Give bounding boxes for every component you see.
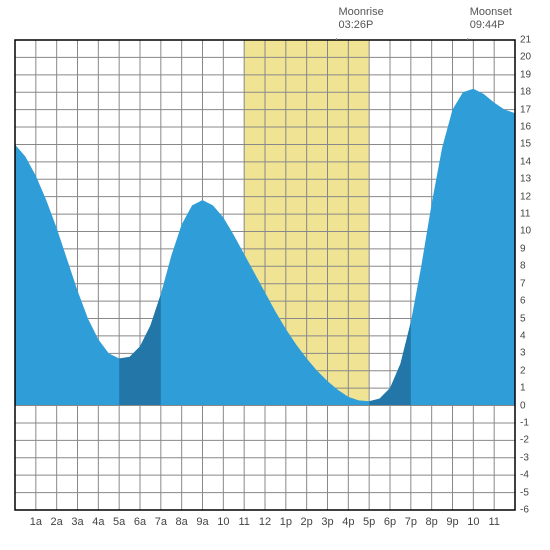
x-tick: 2p bbox=[301, 516, 313, 528]
x-tick: 1a bbox=[30, 516, 42, 528]
moonset-label: Moonset bbox=[470, 6, 512, 19]
y-tick: 15 bbox=[520, 139, 531, 150]
y-tick: 8 bbox=[520, 261, 526, 272]
y-tick: 21 bbox=[520, 35, 531, 46]
y-tick: 14 bbox=[520, 156, 531, 167]
tide-chart: Moonrise 03:26P Moonset 09:44P 1a 2a 3a 4a 5… bbox=[0, 0, 550, 550]
y-tick: -5 bbox=[520, 487, 529, 498]
moonset-time: 09:44P bbox=[470, 19, 512, 32]
x-tick: 8p bbox=[426, 516, 438, 528]
x-tick: 4a bbox=[92, 516, 104, 528]
moonrise-annotation: Moonrise 03:26P bbox=[338, 6, 383, 32]
x-tick: 11 bbox=[488, 516, 499, 528]
y-tick: 17 bbox=[520, 104, 531, 115]
x-tick: 10 bbox=[467, 516, 479, 528]
x-tick: 2a bbox=[51, 516, 63, 528]
y-tick: 13 bbox=[520, 174, 531, 185]
x-tick: 3p bbox=[321, 516, 333, 528]
x-tick: 1p bbox=[280, 516, 292, 528]
y-tick: -1 bbox=[520, 417, 529, 428]
y-tick: 12 bbox=[520, 191, 531, 202]
y-tick: 19 bbox=[520, 69, 531, 80]
y-tick: 0 bbox=[520, 400, 526, 411]
y-tick: -2 bbox=[520, 435, 529, 446]
x-tick: 4p bbox=[342, 516, 354, 528]
x-tick: 3a bbox=[71, 516, 83, 528]
y-tick: 6 bbox=[520, 296, 526, 307]
y-tick: 20 bbox=[520, 52, 531, 63]
y-tick: 2 bbox=[520, 365, 526, 376]
x-tick: 11 bbox=[238, 516, 249, 528]
x-tick: 5p bbox=[363, 516, 375, 528]
y-tick: 3 bbox=[520, 348, 526, 359]
moonrise-time: 03:26P bbox=[338, 19, 383, 32]
x-tick: 8a bbox=[176, 516, 188, 528]
y-tick: 5 bbox=[520, 313, 526, 324]
moonset-annotation: Moonset 09:44P bbox=[470, 6, 512, 32]
x-tick: 9p bbox=[446, 516, 458, 528]
y-tick: 10 bbox=[520, 226, 531, 237]
x-tick: 7a bbox=[155, 516, 167, 528]
y-tick: -6 bbox=[520, 505, 529, 516]
y-tick: 16 bbox=[520, 122, 531, 133]
x-tick: 6a bbox=[134, 516, 146, 528]
y-tick: 1 bbox=[520, 383, 526, 394]
y-tick: -3 bbox=[520, 452, 529, 463]
y-tick: 7 bbox=[520, 278, 526, 289]
y-tick: 11 bbox=[520, 209, 530, 220]
y-tick: -4 bbox=[520, 470, 529, 481]
chart-svg bbox=[0, 0, 550, 550]
x-tick: 12 bbox=[259, 516, 271, 528]
x-tick: 9a bbox=[196, 516, 208, 528]
x-tick: 7p bbox=[405, 516, 417, 528]
x-tick: 5a bbox=[113, 516, 125, 528]
moonrise-label: Moonrise bbox=[338, 6, 383, 19]
x-tick: 6p bbox=[384, 516, 396, 528]
y-tick: 18 bbox=[520, 87, 531, 98]
y-tick: 9 bbox=[520, 243, 526, 254]
x-tick: 10 bbox=[217, 516, 229, 528]
y-tick: 4 bbox=[520, 330, 526, 341]
